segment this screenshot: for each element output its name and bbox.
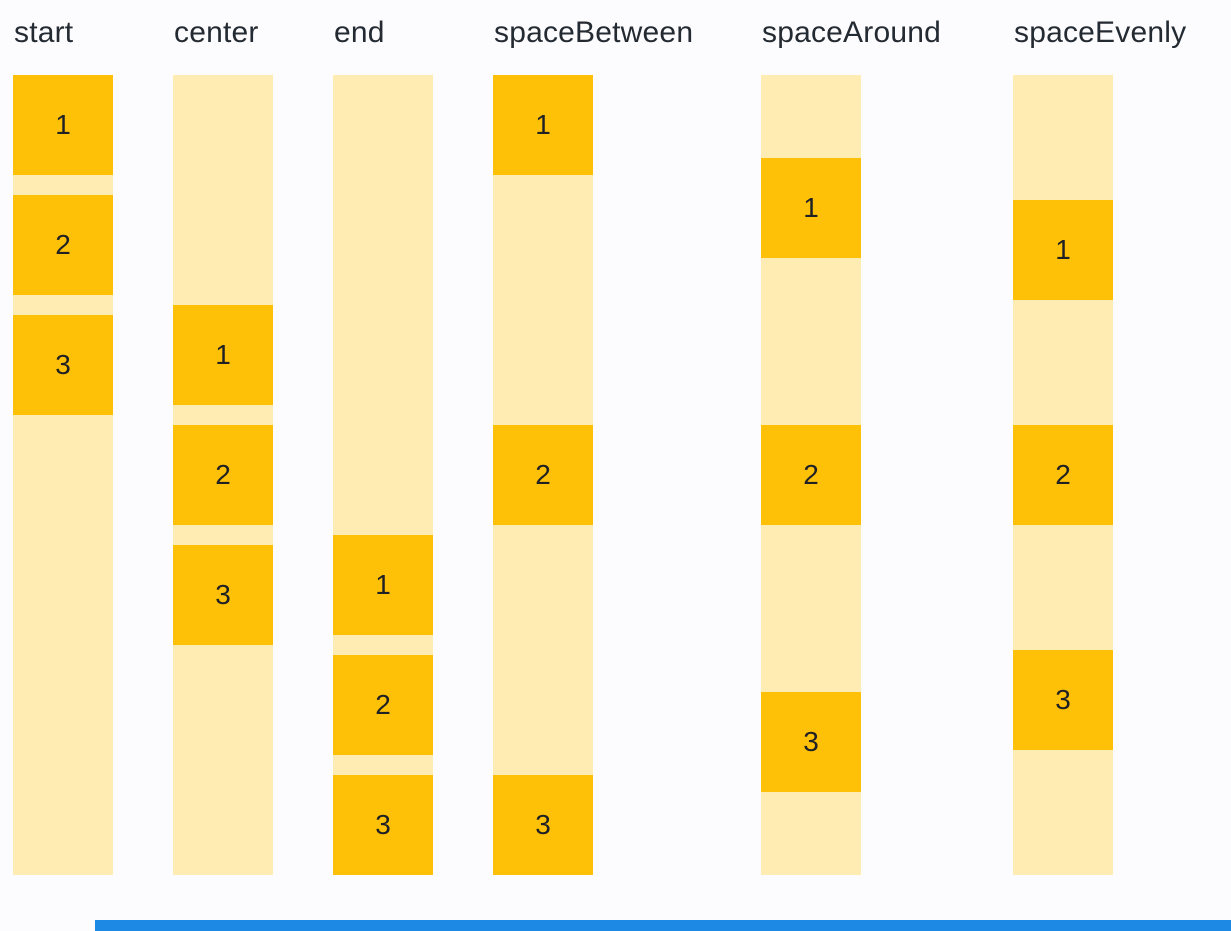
flex-item-spaceBetween-2: 2: [493, 425, 593, 525]
column-label-start: start: [14, 16, 74, 49]
flex-item-end-2: 2: [333, 655, 433, 755]
flex-item-start-2: 2: [13, 195, 113, 295]
flex-item-start-1: 1: [13, 75, 113, 175]
horizontal-scrollbar[interactable]: [95, 920, 1231, 931]
flex-item-end-1: 1: [333, 535, 433, 635]
column-label-spaceAround: spaceAround: [762, 16, 941, 49]
alignment-column-spaceAround: 1 2 3: [761, 75, 861, 875]
flex-item-spaceAround-3: 3: [761, 692, 861, 792]
column-label-end: end: [334, 16, 385, 49]
flex-item-spaceEvenly-2: 2: [1013, 425, 1113, 525]
flex-item-spaceAround-2: 2: [761, 425, 861, 525]
flex-item-center-1: 1: [173, 305, 273, 405]
column-label-spaceEvenly: spaceEvenly: [1014, 16, 1187, 49]
column-label-spaceBetween: spaceBetween: [494, 16, 694, 49]
alignment-column-center: 1 2 3: [173, 75, 273, 875]
alignment-column-spaceEvenly: 1 2 3: [1013, 75, 1113, 875]
column-label-center: center: [174, 16, 259, 49]
flex-item-start-3: 3: [13, 315, 113, 415]
flex-item-spaceBetween-1: 1: [493, 75, 593, 175]
flex-item-spaceBetween-3: 3: [493, 775, 593, 875]
flex-item-end-3: 3: [333, 775, 433, 875]
alignment-column-start: 1 2 3: [13, 75, 113, 875]
alignment-column-spaceBetween: 1 2 3: [493, 75, 593, 875]
flex-item-spaceEvenly-1: 1: [1013, 200, 1113, 300]
flex-item-spaceEvenly-3: 3: [1013, 650, 1113, 750]
flex-item-spaceAround-1: 1: [761, 158, 861, 258]
flex-item-center-3: 3: [173, 545, 273, 645]
alignment-column-end: 1 2 3: [333, 75, 433, 875]
flex-item-center-2: 2: [173, 425, 273, 525]
